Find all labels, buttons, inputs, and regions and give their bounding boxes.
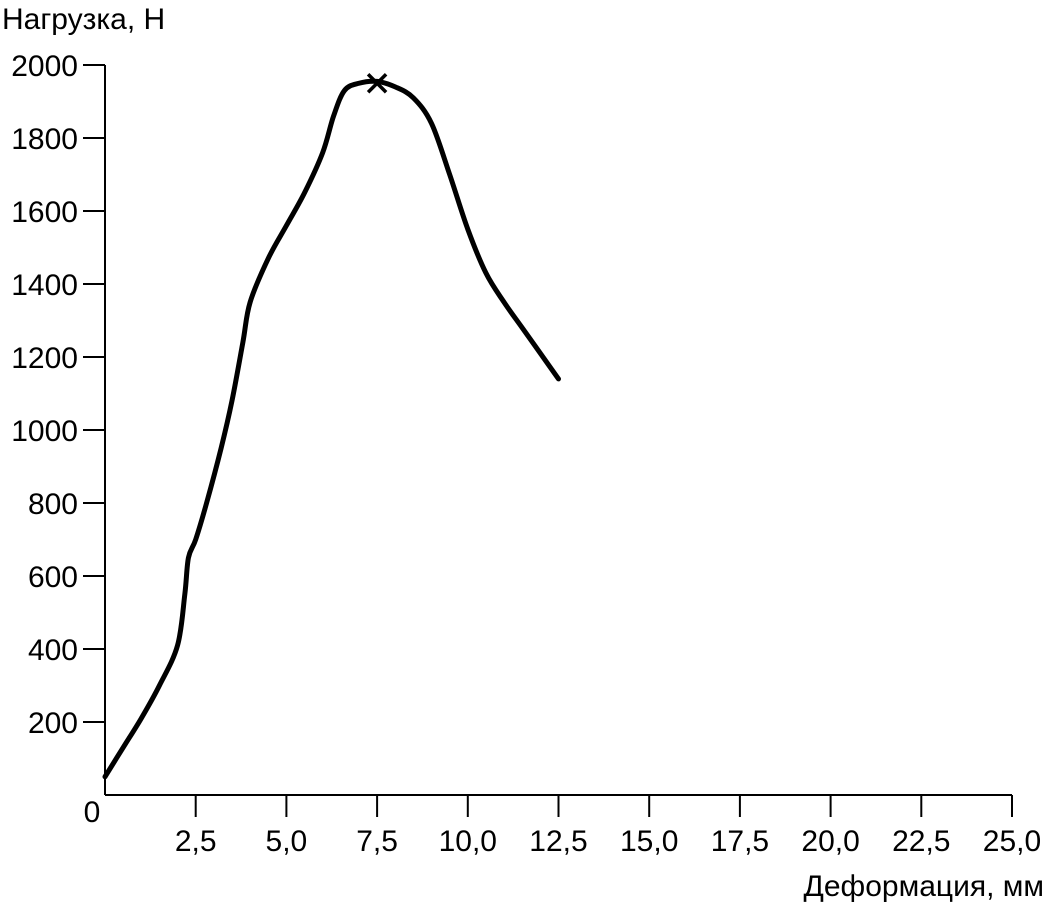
x-tick-label: 20,0 (801, 825, 859, 858)
y-tick-label: 1200 (11, 342, 78, 375)
x-tick-label: 2,5 (175, 825, 217, 858)
y-tick-label: 200 (28, 707, 78, 740)
y-tick-label: 400 (28, 634, 78, 667)
x-tick-label: 12,5 (529, 825, 587, 858)
series-group (102, 78, 561, 780)
x-tick-label: 5,0 (266, 825, 308, 858)
peak-marker (366, 73, 388, 94)
x-tick-label: 17,5 (711, 825, 769, 858)
x-tick-label: 22,5 (892, 825, 950, 858)
y-ticks: 200 400 600 800 1000 1200 1400 1600 1800 2000 (11, 50, 105, 740)
annotation-group (366, 73, 388, 94)
x-tick-label: 15,0 (620, 825, 678, 858)
y-tick-label: 600 (28, 561, 78, 594)
x-tick-label: 7,5 (356, 825, 398, 858)
x-ticks: 2,5 5,0 7,5 10,0 12,5 15,0 17,5 20,0 22,5 25,0 (175, 795, 1041, 858)
x-axis-label: Деформация, мм (804, 870, 1044, 902)
series-line (102, 78, 561, 780)
y-tick-label: 1600 (11, 196, 78, 229)
y-tick-label: 1000 (11, 415, 78, 448)
y-tick-label: 2000 (11, 50, 78, 83)
axes (104, 65, 1012, 796)
y-axis-label: Нагрузка, Н (2, 3, 165, 36)
y-tick-label: 1400 (11, 269, 78, 302)
origin-label: 0 (84, 796, 101, 829)
x-tick-label: 10,0 (439, 825, 497, 858)
y-tick-label: 1800 (11, 123, 78, 156)
y-tick-label: 800 (28, 488, 78, 521)
x-tick-label: 25,0 (983, 825, 1041, 858)
